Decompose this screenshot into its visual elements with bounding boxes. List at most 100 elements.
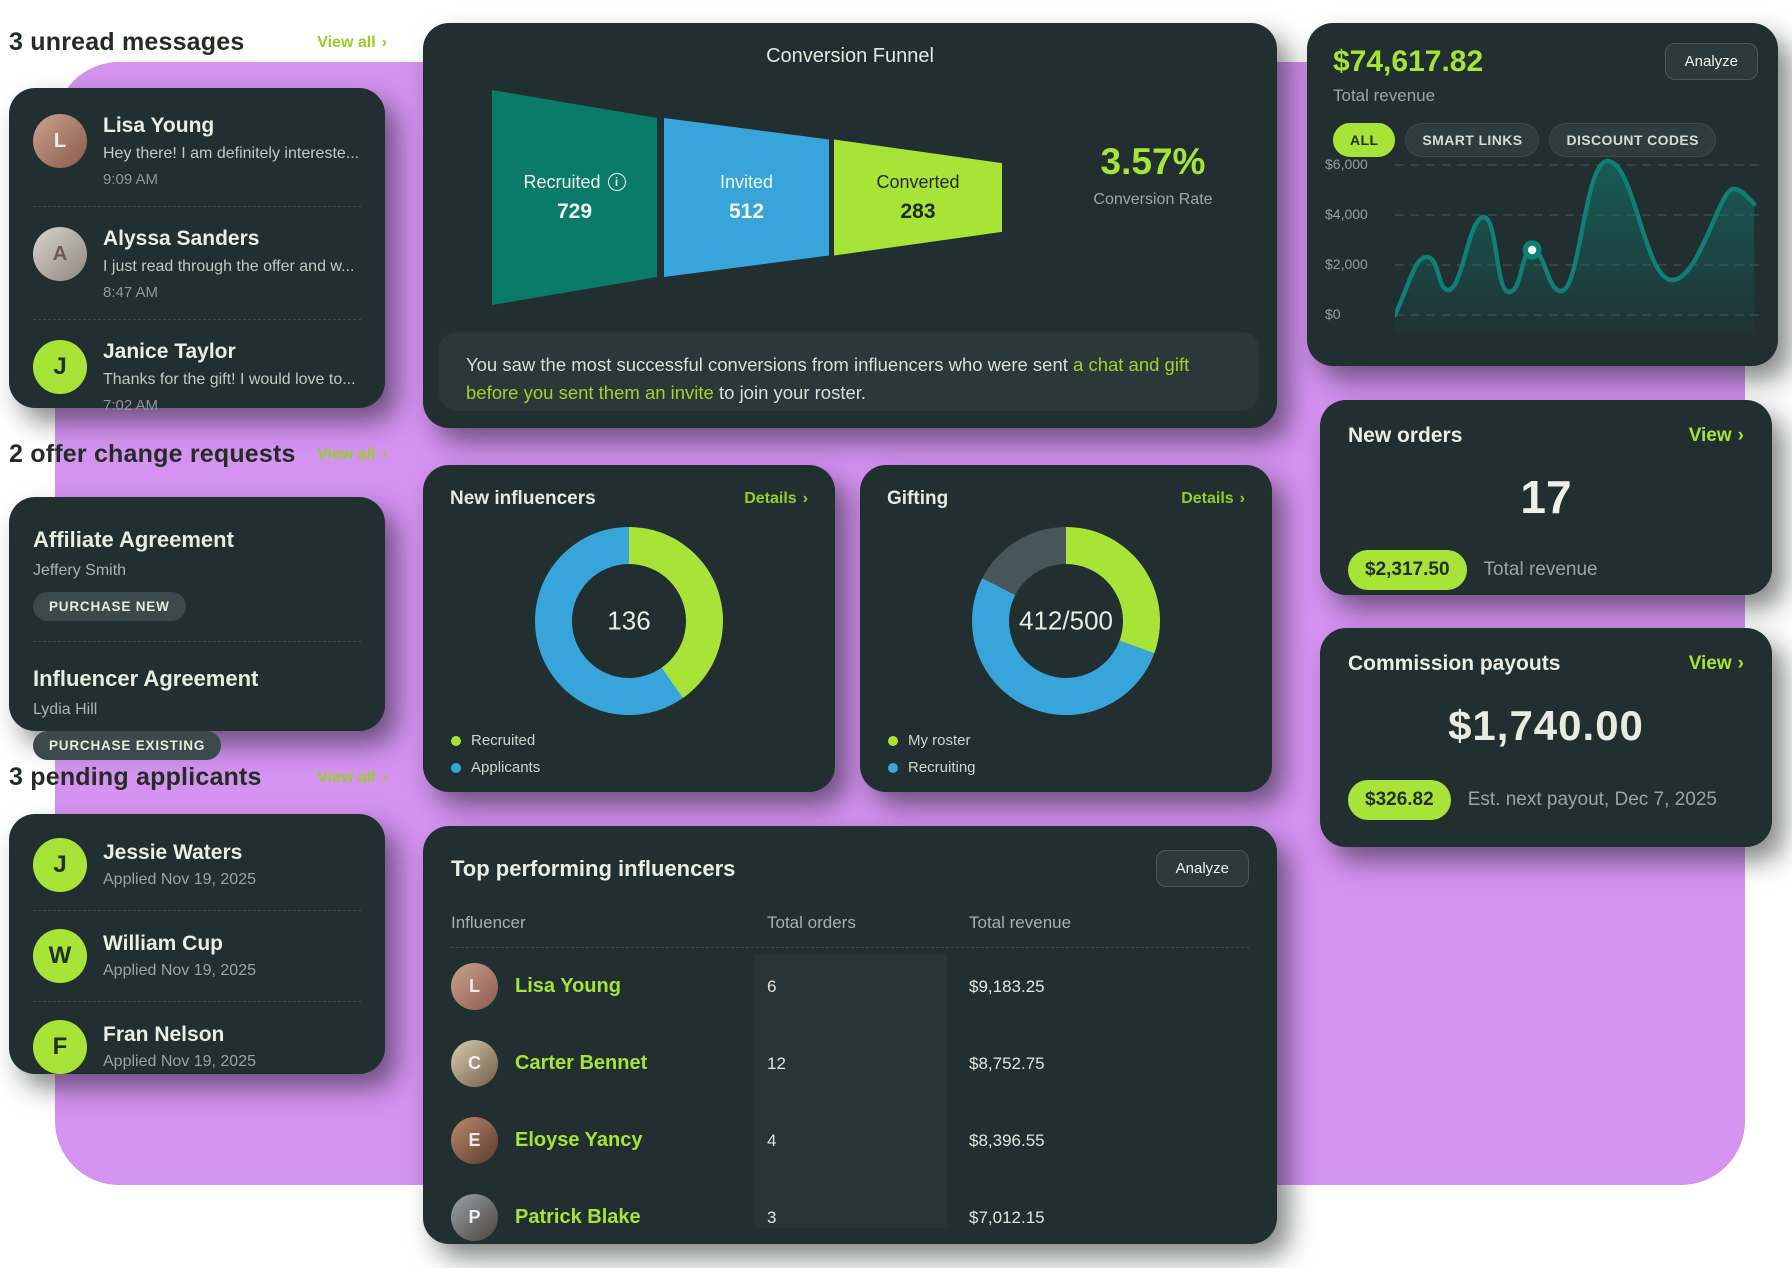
revenue-cell: $7,012.15 (969, 1207, 1045, 1227)
message-time: 8:47 AM (103, 284, 159, 301)
applicant-item[interactable]: W William Cup Applied Nov 19, 2025 (33, 911, 361, 1002)
new-influencers-details-link[interactable]: Details › (744, 490, 808, 507)
avatar: J (33, 340, 87, 394)
message-sender: Janice Taylor (103, 340, 236, 363)
analyze-button[interactable]: Analyze (1664, 43, 1758, 80)
applicant-item[interactable]: J Jessie Waters Applied Nov 19, 2025 (33, 820, 361, 911)
legend-dot-recruiting (888, 762, 898, 773)
revenue-chart-svg (1395, 158, 1762, 333)
new-influencers-donut-chart: 136 (535, 527, 723, 715)
col-influencer: Influencer (451, 913, 526, 932)
commission-amount: $1,740.00 (1448, 702, 1644, 749)
chart-highlight-point (1522, 240, 1542, 260)
table-row[interactable]: E Eloyse Yancy 4 $8,396.55 (451, 1102, 1249, 1179)
influencer-link[interactable]: Lisa Young (515, 975, 621, 997)
conversion-rate-label: Conversion Rate (1093, 191, 1213, 208)
table-title: Top performing influencers (451, 855, 736, 881)
chevron-right-icon: › (1239, 490, 1245, 507)
table-row[interactable]: C Carter Bennet 12 $8,752.75 (451, 1025, 1249, 1102)
card-title: Commission payouts (1348, 652, 1561, 675)
gifting-details-link[interactable]: Details › (1181, 490, 1245, 507)
influencer-link[interactable]: Carter Bennet (515, 1052, 648, 1074)
funnel-stage-converted: Converted 283 (834, 139, 1002, 256)
applicant-name: Fran Nelson (103, 1023, 225, 1046)
card-title: New orders (1348, 424, 1463, 447)
offer-person: Jeffery Smith (33, 562, 127, 579)
revenue-cell: $8,396.55 (969, 1130, 1045, 1150)
message-item[interactable]: L Lisa Young Hey there! I am definitely … (33, 94, 361, 207)
card-title: Gifting (887, 488, 949, 509)
applicants-heading: 3 pending applicants (9, 763, 262, 791)
orders-cell: 4 (767, 1130, 777, 1150)
y-tick: $4,000 (1325, 206, 1368, 222)
offer-badge: PURCHASE NEW (33, 592, 186, 621)
pill-label: Est. next payout, Dec 7, 2025 (1467, 789, 1717, 810)
unread-messages-card: L Lisa Young Hey there! I am definitely … (9, 88, 385, 414)
message-preview: Thanks for the gift! I would love to... (103, 371, 356, 388)
col-total-revenue: Total revenue (969, 913, 1072, 932)
message-preview: Hey there! I am definitely intereste... (103, 145, 360, 162)
applicant-item[interactable]: F Fran Nelson Applied Nov 19, 2025 (33, 1002, 361, 1092)
conversion-funnel-card: Conversion Funnel Recruited i 729 Invited… (423, 23, 1277, 428)
applicant-name: Jessie Waters (103, 841, 243, 864)
chevron-right-icon: › (381, 445, 387, 463)
funnel-title: Conversion Funnel (766, 45, 934, 67)
chevron-right-icon: › (381, 33, 387, 51)
avatar: L (451, 963, 498, 1010)
gifting-card: Gifting Details › 412/500 My roster Recru… (860, 465, 1272, 792)
message-preview: I just read through the offer and w... (103, 258, 355, 275)
table-row[interactable]: L Lisa Young 6 $9,183.25 (451, 948, 1249, 1025)
message-time: 9:09 AM (103, 171, 159, 188)
chevron-right-icon: › (1737, 425, 1744, 446)
influencer-link[interactable]: Eloyse Yancy (515, 1129, 643, 1151)
y-tick: $2,000 (1325, 256, 1368, 272)
commission-payouts-card: Commission payouts View › $1,740.00 $326.… (1320, 628, 1772, 847)
avatar: A (33, 227, 87, 281)
offer-title: Influencer Agreement (33, 666, 259, 691)
avatar: C (451, 1040, 498, 1087)
message-sender: Alyssa Sanders (103, 227, 260, 250)
filter-chip-all[interactable]: ALL (1333, 123, 1396, 157)
message-item[interactable]: J Janice Taylor Thanks for the gift! I w… (33, 320, 361, 432)
message-sender: Lisa Young (103, 114, 215, 137)
offer-title: Affiliate Agreement (33, 527, 234, 552)
info-icon[interactable]: i (607, 173, 626, 191)
commission-view-link[interactable]: View › (1688, 653, 1744, 674)
funnel-insight-note: You saw the most successful conversions … (439, 332, 1259, 411)
payout-pill: $326.82 (1348, 780, 1451, 820)
funnel-stage-recruited: Recruited i 729 (492, 90, 657, 305)
messages-section-header: 3 unread messages View all › (9, 28, 387, 57)
col-total-orders: Total orders (767, 913, 856, 932)
funnel-chart: Recruited i 729 Invited 512 Converted 283 (492, 90, 1002, 305)
chevron-right-icon: › (381, 768, 387, 786)
gifting-donut-chart: 412/500 (972, 527, 1160, 715)
analyze-button[interactable]: Analyze (1155, 850, 1249, 887)
avatar: L (33, 114, 87, 168)
table-row[interactable]: P Patrick Blake 3 $7,012.15 (451, 1179, 1249, 1256)
new-influencers-card: New influencers Details › 136 Recruited A… (423, 465, 835, 792)
offers-heading: 2 offer change requests (9, 440, 296, 468)
conversion-rate: 3.57% Conversion Rate (1063, 141, 1243, 209)
offer-item[interactable]: Influencer Agreement Lydia Hill PURCHASE… (33, 642, 361, 780)
orders-cell: 12 (767, 1053, 786, 1073)
funnel-stage-value: 283 (900, 199, 936, 223)
offer-badge: PURCHASE EXISTING (33, 731, 222, 760)
filter-chip-smart-links[interactable]: SMART LINKS (1405, 123, 1540, 157)
applicants-view-all-link[interactable]: View all › (317, 768, 387, 786)
donut-total: 412/500 (1019, 605, 1113, 636)
applicant-date: Applied Nov 19, 2025 (103, 1053, 256, 1070)
offers-view-all-link[interactable]: View all › (317, 445, 387, 463)
legend-dot-recruited (451, 735, 461, 746)
pending-applicants-card: J Jessie Waters Applied Nov 19, 2025 W W… (9, 814, 385, 1074)
messages-view-all-link[interactable]: View all › (317, 33, 387, 51)
revenue-pill: $2,317.50 (1348, 550, 1467, 590)
applicant-name: William Cup (103, 932, 223, 955)
conversion-rate-value: 3.57% (1100, 141, 1206, 182)
message-time: 7:02 AM (103, 397, 159, 414)
filter-chip-discount-codes[interactable]: DISCOUNT CODES (1549, 123, 1716, 157)
applicant-date: Applied Nov 19, 2025 (103, 962, 256, 979)
new-orders-view-link[interactable]: View › (1688, 425, 1744, 446)
influencer-link[interactable]: Patrick Blake (515, 1206, 641, 1228)
message-item[interactable]: A Alyssa Sanders I just read through the… (33, 207, 361, 320)
offer-item[interactable]: Affiliate Agreement Jeffery Smith PURCHA… (33, 503, 361, 642)
